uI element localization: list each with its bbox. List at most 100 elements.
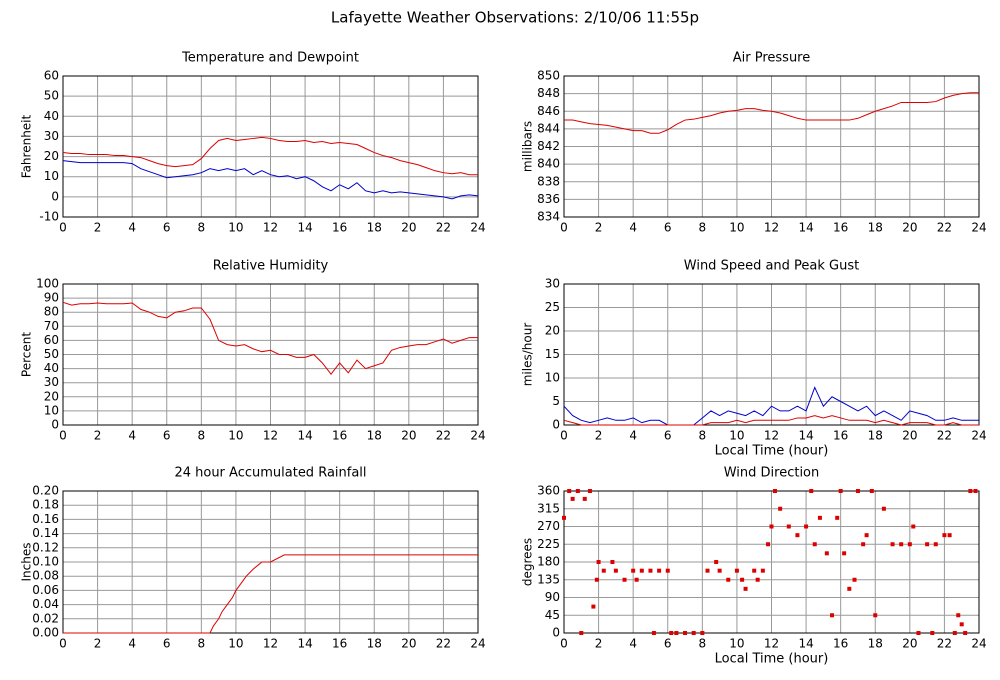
y-tick-label: 0.04	[32, 597, 59, 611]
y-tick-label: 40	[44, 109, 59, 123]
x-tick-label: 14	[297, 637, 312, 651]
data-line	[62, 301, 478, 376]
x-tick-label: 14	[798, 221, 813, 235]
plot-frame	[563, 75, 980, 218]
y-tick-label: 0.12	[32, 540, 59, 554]
data-point	[873, 613, 878, 618]
y-tick-label: 842	[537, 139, 560, 153]
y-tick-label: 15	[545, 347, 560, 361]
x-tick-label: 0	[59, 221, 67, 235]
data-point	[594, 577, 599, 582]
x-tick-label: 20	[902, 429, 917, 443]
data-point	[852, 577, 857, 582]
data-point	[911, 524, 916, 529]
y-tick-label: 60	[44, 69, 59, 83]
data-point	[804, 524, 809, 529]
x-tick-label: 10	[228, 429, 243, 443]
data-line	[563, 415, 979, 426]
data-point	[817, 515, 822, 520]
x-tick-label: 18	[367, 221, 382, 235]
x-tick-label: 22	[937, 637, 952, 651]
x-tick-label: 20	[401, 429, 416, 443]
x-tick-label: 22	[937, 429, 952, 443]
x-tick-label: 24	[470, 637, 485, 651]
x-tick-label: 24	[971, 637, 986, 651]
data-point	[683, 631, 688, 635]
y-tick-label: 225	[537, 537, 560, 551]
data-point	[916, 631, 921, 635]
x-tick-label: 6	[163, 637, 171, 651]
x-tick-label: 24	[470, 221, 485, 235]
data-point	[567, 489, 572, 493]
y-tick-label: 10	[545, 371, 560, 385]
data-point	[596, 560, 601, 564]
x-tick-label: 10	[228, 221, 243, 235]
data-point	[674, 631, 679, 635]
y-tick-label: 10	[44, 403, 59, 417]
data-point	[809, 489, 814, 493]
y-tick-label: 50	[44, 347, 59, 361]
y-tick-label: 90	[545, 590, 560, 604]
x-tick-label: 16	[833, 221, 848, 235]
y-tick-label: 30	[545, 277, 560, 291]
chart-title: Relative Humidity	[213, 259, 329, 274]
data-point	[830, 613, 835, 618]
x-tick-label: 18	[367, 637, 382, 651]
chart-title: Wind Speed and Peak Gust	[684, 259, 859, 274]
y-tick-label: 0	[552, 418, 560, 432]
y-tick-label: 844	[537, 121, 560, 135]
y-axis-label: miles/hour	[521, 323, 535, 387]
data-point	[613, 568, 618, 573]
data-point	[842, 551, 847, 556]
data-point	[968, 489, 973, 493]
data-point	[575, 489, 580, 493]
data-point	[812, 542, 817, 547]
data-point	[963, 631, 968, 635]
data-point	[610, 560, 615, 564]
data-point	[769, 524, 774, 529]
x-tick-label: 4	[128, 221, 136, 235]
y-tick-label: 180	[537, 555, 560, 569]
data-point	[942, 533, 947, 538]
y-tick-label: 0.06	[32, 583, 59, 597]
data-point	[786, 524, 791, 529]
page-title: Lafayette Weather Observations: 2/10/06 …	[331, 9, 699, 27]
x-tick-label: 20	[902, 221, 917, 235]
x-tick-label: 6	[163, 429, 171, 443]
x-tick-label: 6	[664, 429, 672, 443]
data-point	[648, 568, 653, 573]
data-line	[62, 136, 478, 176]
data-point	[772, 489, 777, 493]
x-tick-label: 2	[595, 637, 603, 651]
y-tick-label: 846	[537, 104, 560, 118]
y-tick-label: 360	[537, 484, 560, 498]
data-point	[890, 542, 895, 547]
y-tick-label: 70	[44, 319, 59, 333]
x-tick-label: 2	[94, 221, 102, 235]
x-tick-label: 14	[297, 429, 312, 443]
plot-frame	[62, 283, 479, 426]
data-point	[861, 542, 866, 547]
data-point	[740, 577, 745, 582]
chart-title: 24 hour Accumulated Rainfall	[174, 466, 366, 481]
data-point	[835, 515, 840, 520]
data-point	[651, 631, 656, 635]
x-tick-label: 4	[128, 429, 136, 443]
y-tick-label: 840	[537, 157, 560, 171]
data-point	[795, 533, 800, 538]
data-point	[752, 568, 757, 573]
chart-title: Temperature and Dewpoint	[181, 51, 359, 66]
chart-panel: 0.000.020.040.060.080.100.120.140.160.18…	[20, 466, 486, 651]
y-tick-label: 0.16	[32, 512, 59, 526]
data-point	[881, 506, 886, 511]
x-tick-label: 22	[436, 637, 451, 651]
x-tick-label: 12	[764, 429, 779, 443]
data-point	[669, 631, 674, 635]
data-point	[869, 489, 874, 493]
x-tick-label: 2	[595, 429, 603, 443]
data-line	[564, 92, 979, 134]
data-point	[933, 542, 938, 547]
